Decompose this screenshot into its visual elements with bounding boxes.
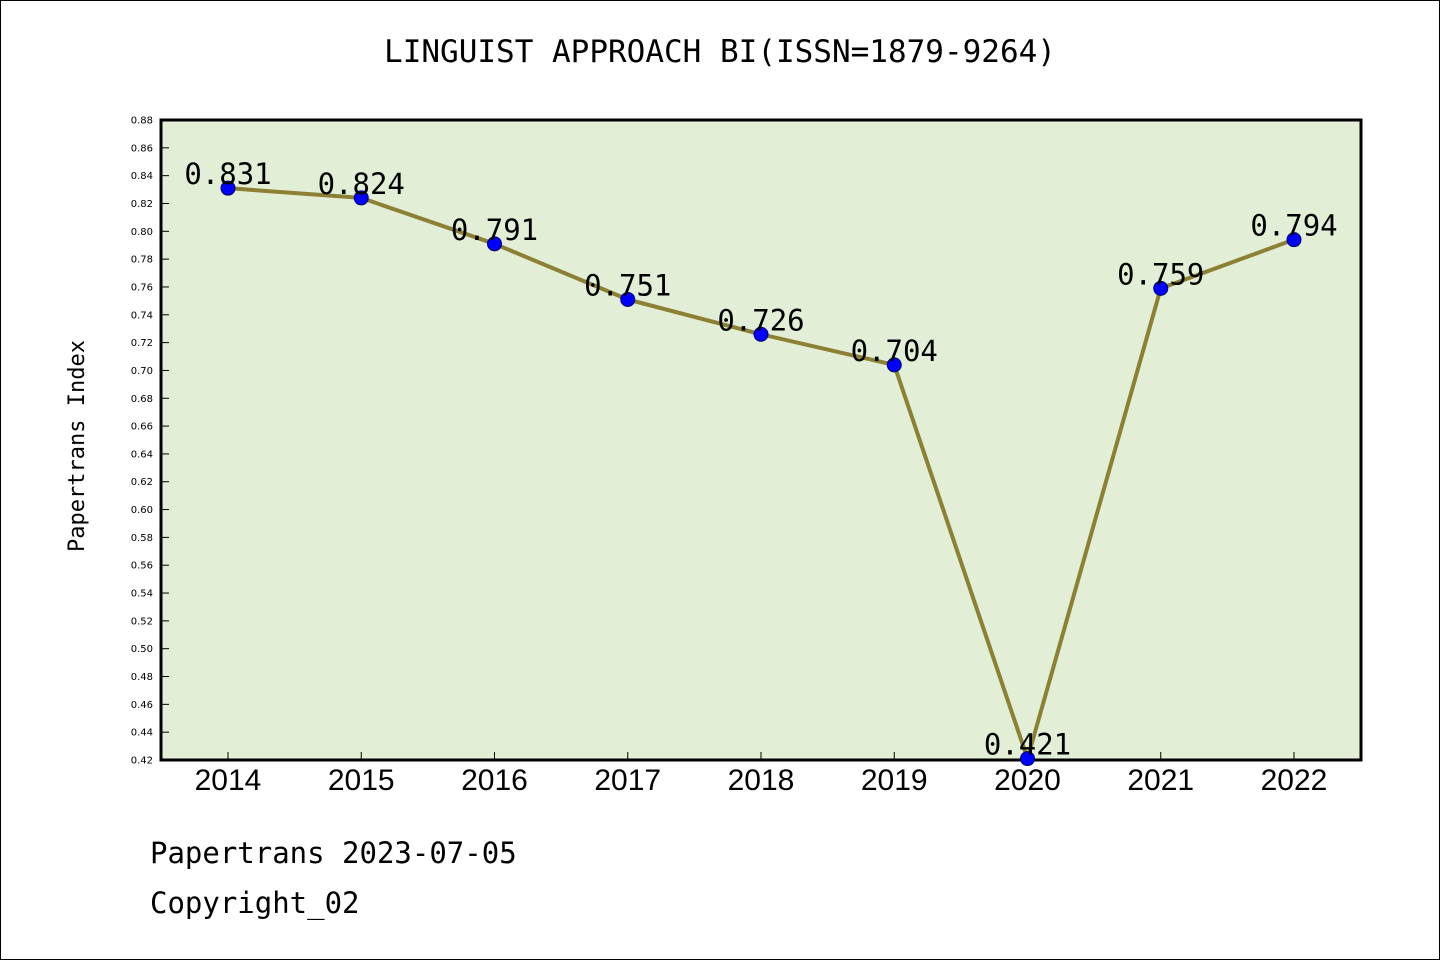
y-tick-label: 0.62: [131, 477, 153, 488]
y-tick-label: 0.44: [131, 728, 153, 739]
data-point: [620, 291, 636, 307]
x-tick-label: 2017: [594, 764, 661, 797]
data-point: [220, 180, 236, 196]
data-label: 0.831: [184, 157, 271, 191]
y-tick-label: 0.48: [131, 672, 153, 683]
y-tick-label: 0.42: [131, 756, 153, 767]
data-label: 0.421: [984, 728, 1071, 762]
y-tick-label: 0.84: [131, 171, 153, 182]
data-point: [886, 357, 902, 373]
data-label: 0.726: [717, 303, 804, 337]
y-axis-label: Papertrans Index: [65, 340, 90, 552]
x-tick-label: 2021: [1127, 764, 1194, 797]
x-tick-label: 2018: [728, 764, 795, 797]
plot-area: [159, 118, 1363, 762]
y-tick-label: 0.70: [131, 366, 153, 377]
data-label: 0.704: [851, 334, 938, 368]
y-tick-label: 0.58: [131, 533, 153, 544]
y-tick-label: 0.50: [131, 644, 153, 655]
y-tick-label: 0.86: [131, 143, 153, 154]
y-tick-label: 0.88: [131, 116, 153, 127]
y-tick-label: 0.80: [131, 227, 153, 238]
x-tick-label: 2016: [461, 764, 528, 797]
chart-title: LINGUIST APPROACH BI(ISSN=1879-9264): [384, 34, 1056, 70]
y-tick-label: 0.72: [131, 338, 153, 349]
footer-date: Papertrans 2023-07-05: [150, 836, 517, 870]
y-tick-label: 0.60: [131, 505, 153, 516]
data-label: 0.791: [451, 213, 538, 247]
data-point: [1286, 232, 1302, 248]
y-tick-label: 0.46: [131, 700, 153, 711]
y-tick-label: 0.74: [131, 310, 153, 321]
data-label: 0.751: [584, 268, 671, 302]
footer-copyright: Copyright_02: [150, 886, 360, 920]
x-tick-label: 2020: [994, 764, 1061, 797]
y-tick-label: 0.78: [131, 255, 153, 266]
data-point: [753, 326, 769, 342]
data-point: [353, 190, 369, 206]
x-tick-label: 2014: [195, 764, 262, 797]
data-point: [1153, 280, 1169, 296]
y-tick-label: 0.82: [131, 199, 153, 210]
y-tick-label: 0.54: [131, 589, 153, 600]
y-tick-label: 0.64: [131, 449, 153, 460]
y-tick-label: 0.56: [131, 561, 153, 572]
data-point: [1020, 751, 1035, 767]
x-tick-label: 2015: [328, 764, 395, 797]
data-label: 0.824: [318, 167, 405, 201]
y-tick-label: 0.76: [131, 282, 153, 293]
data-label: 0.759: [1117, 257, 1204, 291]
data-point: [487, 236, 502, 252]
x-tick-label: 2019: [861, 764, 928, 797]
data-label: 0.794: [1250, 209, 1337, 243]
y-tick-label: 0.66: [131, 422, 153, 433]
x-tick-label: 2022: [1261, 764, 1328, 797]
y-tick-label: 0.52: [131, 616, 153, 627]
y-tick-label: 0.68: [131, 394, 153, 405]
